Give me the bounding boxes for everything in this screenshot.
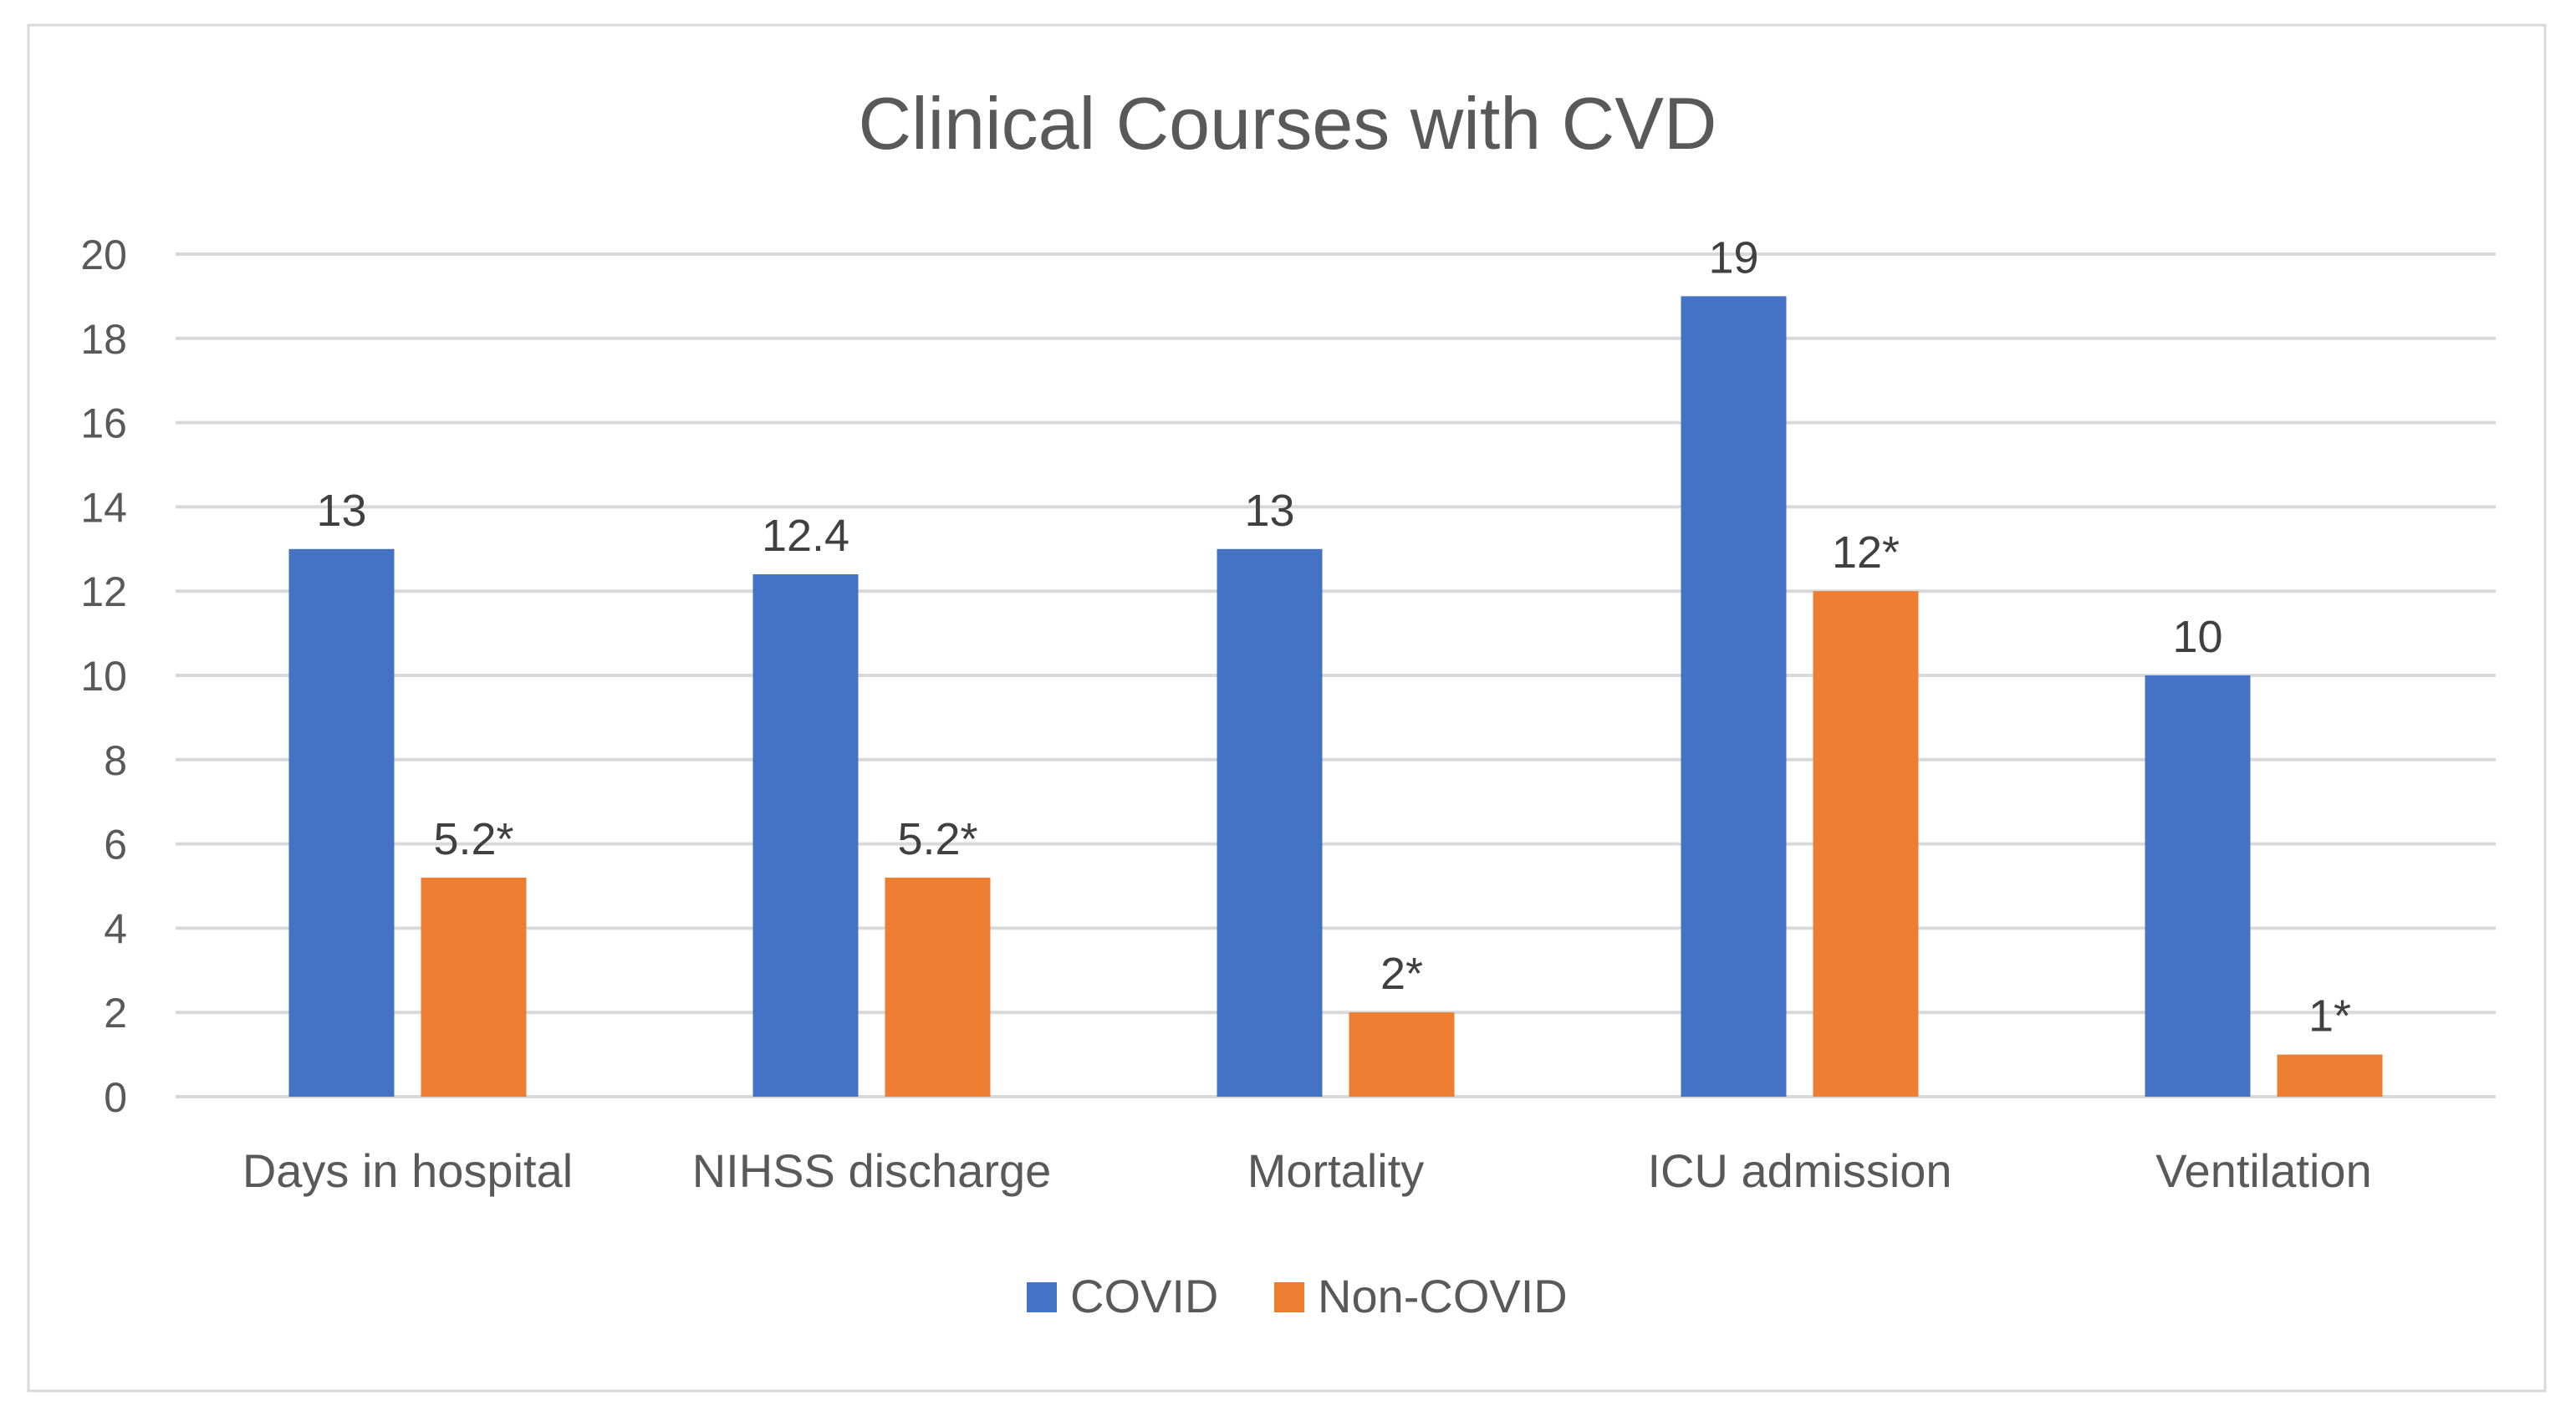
y-tick-label: 20: [80, 232, 127, 278]
data-label: 2*: [1380, 949, 1423, 999]
bar-covid-1: [752, 574, 859, 1097]
data-labels: 13 5.2* 12.4 5.2* 13 2* 19 12* 10 1*: [316, 232, 2351, 1041]
data-label: 13: [316, 486, 366, 536]
y-tick-label: 0: [104, 1074, 127, 1121]
gridlines: [176, 252, 2496, 1098]
bar-non-covid-4: [2277, 1054, 2383, 1097]
y-tick-label: 12: [80, 568, 127, 615]
data-label: 5.2*: [433, 814, 513, 864]
y-tick-label: 18: [80, 316, 127, 363]
bar-non-covid-2: [1349, 1012, 1455, 1097]
data-label: 5.2*: [897, 814, 977, 864]
y-tick-label: 4: [104, 905, 127, 952]
x-axis-categories: Days in hospital NIHSS discharge Mortality…: [242, 1144, 2372, 1197]
x-category-label: ICU admission: [1647, 1144, 1951, 1197]
bar-covid-2: [1217, 548, 1323, 1097]
bar-non-covid-0: [421, 877, 527, 1097]
y-tick-label: 16: [80, 400, 127, 447]
data-label: 10: [2172, 612, 2222, 662]
y-tick-label: 8: [104, 737, 127, 784]
x-category-label: Mortality: [1247, 1144, 1425, 1197]
data-label: 13: [1244, 486, 1294, 536]
bars: [288, 296, 2383, 1097]
y-tick-label: 10: [80, 653, 127, 700]
data-label: 12.4: [762, 511, 849, 561]
y-tick-label: 2: [104, 990, 127, 1037]
legend: COVID Non-COVID: [1027, 1270, 1568, 1322]
bar-covid-0: [288, 548, 395, 1097]
chart-title: Clinical Courses with CVD: [859, 82, 1717, 165]
x-category-label: Days in hospital: [242, 1144, 573, 1197]
bar-covid-3: [1681, 296, 1787, 1097]
legend-swatch-non-covid: [1274, 1282, 1304, 1312]
y-tick-label: 6: [104, 822, 127, 868]
data-label: 1*: [2308, 991, 2351, 1042]
data-label: 12*: [1832, 527, 1900, 578]
legend-swatch-covid: [1027, 1282, 1057, 1312]
bar-covid-4: [2145, 675, 2251, 1097]
bar-non-covid-1: [885, 877, 991, 1097]
y-axis-ticks: 0 2 4 6 8 10 12 14 16 18 20: [80, 232, 127, 1121]
legend-label: Non-COVID: [1318, 1270, 1568, 1322]
y-tick-label: 14: [80, 484, 127, 531]
legend-label: COVID: [1070, 1270, 1218, 1322]
data-label: 19: [1708, 232, 1758, 283]
x-category-label: NIHSS discharge: [692, 1144, 1052, 1197]
x-category-label: Ventilation: [2155, 1144, 2371, 1197]
bar-non-covid-3: [1813, 591, 1919, 1097]
